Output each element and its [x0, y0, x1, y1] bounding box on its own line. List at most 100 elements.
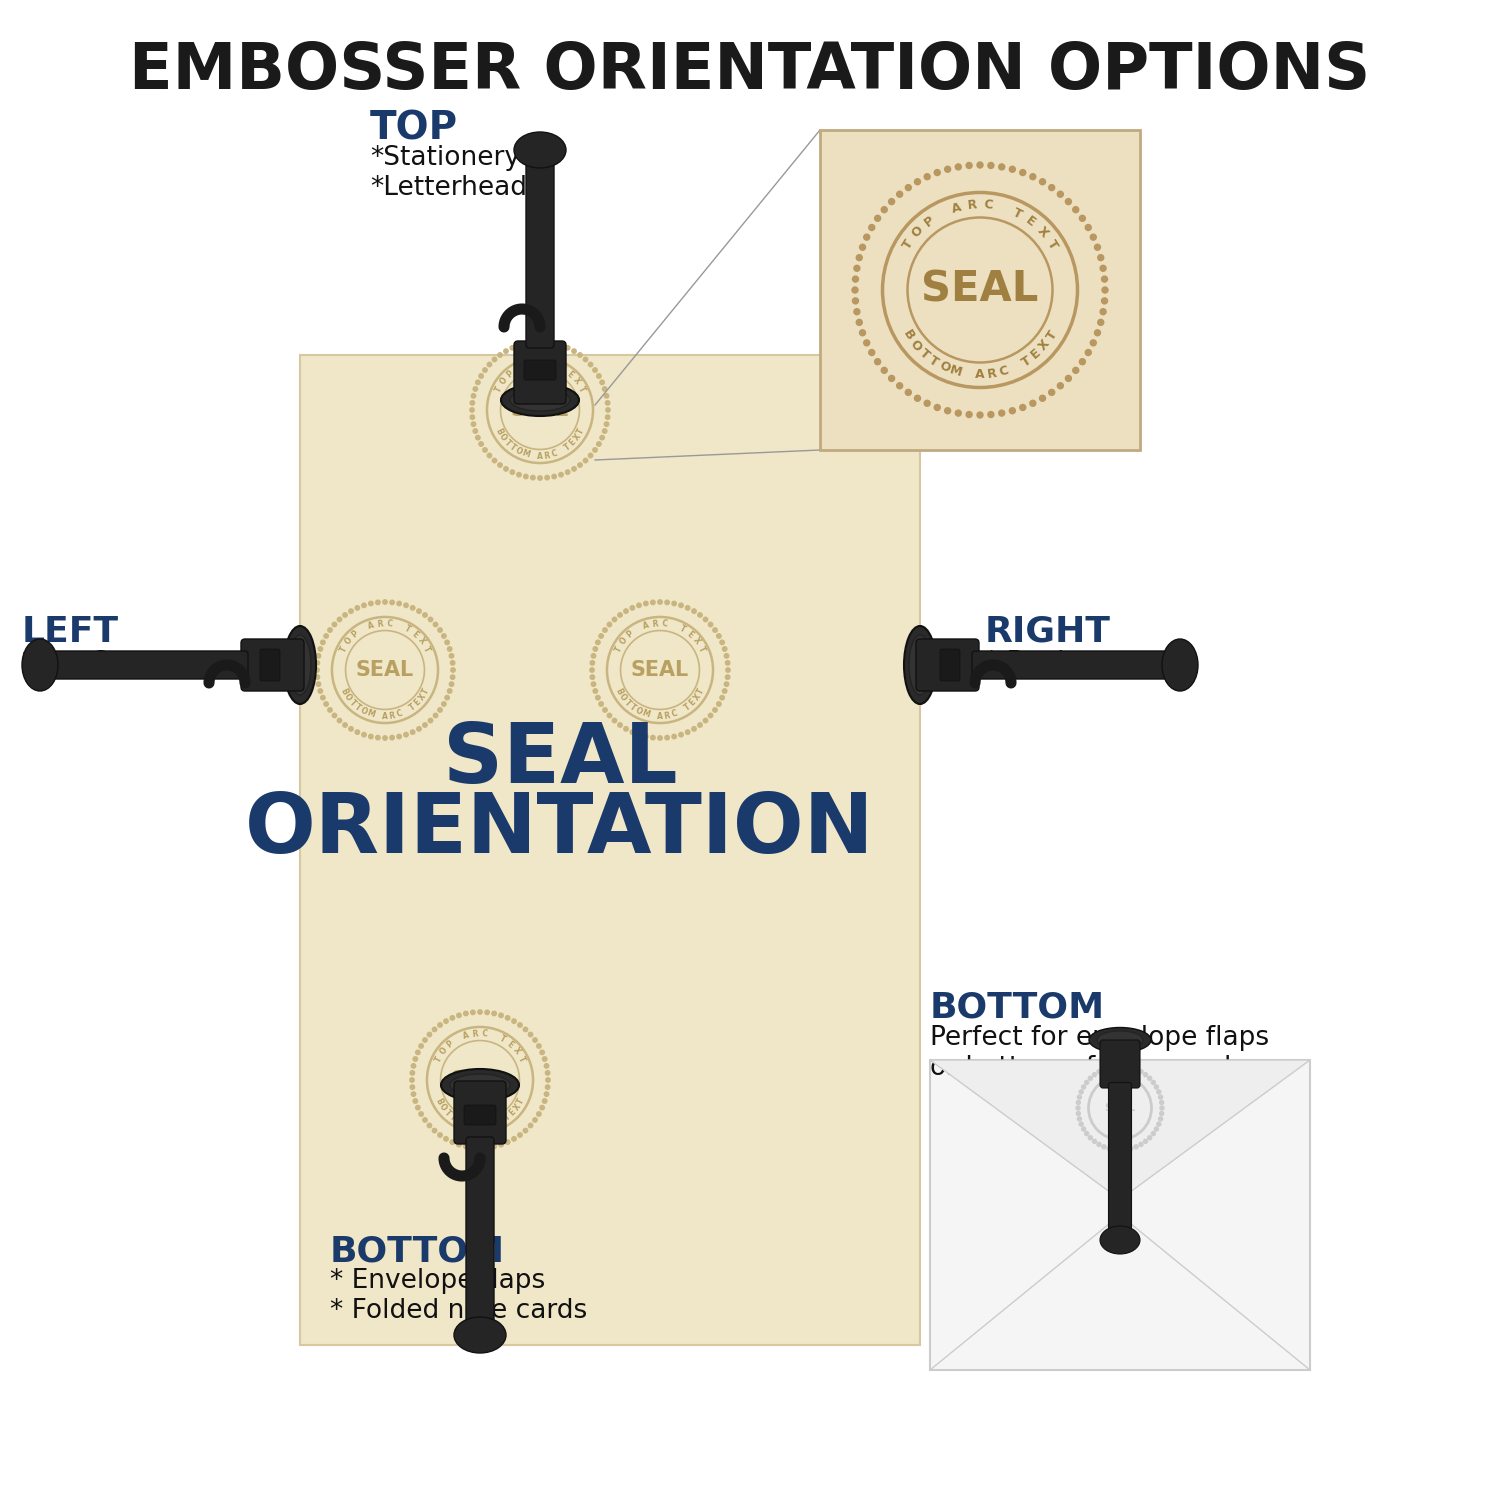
Circle shape: [924, 400, 930, 406]
Circle shape: [852, 286, 858, 292]
Circle shape: [544, 476, 549, 480]
Text: *Letterhead: *Letterhead: [370, 176, 526, 201]
Circle shape: [540, 1106, 544, 1110]
Text: * Folded note cards: * Folded note cards: [330, 1298, 588, 1324]
Circle shape: [720, 640, 724, 645]
Text: X: X: [572, 376, 582, 387]
Text: LEFT: LEFT: [22, 615, 118, 650]
Circle shape: [1048, 184, 1054, 190]
Circle shape: [712, 708, 717, 712]
Circle shape: [333, 622, 336, 627]
Circle shape: [1160, 1101, 1164, 1104]
Circle shape: [724, 654, 729, 658]
Circle shape: [1113, 1065, 1116, 1068]
Circle shape: [1118, 1064, 1122, 1068]
Circle shape: [483, 368, 488, 372]
Text: * Envelope flaps: * Envelope flaps: [330, 1268, 546, 1294]
Circle shape: [1152, 1080, 1155, 1084]
Text: X: X: [572, 432, 584, 442]
Text: O: O: [438, 1046, 450, 1056]
Circle shape: [429, 618, 432, 621]
Circle shape: [427, 1124, 432, 1128]
Circle shape: [450, 654, 453, 658]
Text: SEAL: SEAL: [442, 720, 678, 801]
Circle shape: [318, 646, 322, 651]
Circle shape: [410, 1078, 414, 1082]
Circle shape: [532, 1118, 537, 1122]
Ellipse shape: [450, 1074, 510, 1096]
Circle shape: [382, 736, 387, 740]
Circle shape: [856, 255, 862, 261]
Text: R: R: [376, 620, 384, 628]
Circle shape: [369, 602, 374, 606]
Text: A: A: [522, 360, 531, 370]
Circle shape: [1040, 178, 1046, 184]
Circle shape: [1090, 340, 1096, 346]
Circle shape: [419, 1044, 423, 1048]
Circle shape: [1084, 1131, 1089, 1136]
FancyBboxPatch shape: [53, 651, 248, 680]
Text: T: T: [927, 354, 940, 369]
Text: EMBOSSER ORIENTATION OPTIONS: EMBOSSER ORIENTATION OPTIONS: [129, 40, 1371, 102]
Circle shape: [1082, 1084, 1086, 1089]
Circle shape: [720, 696, 724, 700]
Circle shape: [1100, 309, 1106, 315]
Circle shape: [924, 174, 930, 180]
Text: P: P: [626, 630, 636, 640]
Circle shape: [651, 735, 656, 740]
Text: R: R: [472, 1029, 478, 1039]
Circle shape: [1030, 174, 1036, 180]
Text: T: T: [494, 384, 504, 393]
Circle shape: [618, 723, 622, 728]
Circle shape: [1096, 1070, 1101, 1074]
Circle shape: [476, 435, 480, 439]
Circle shape: [572, 350, 576, 354]
Text: O: O: [616, 692, 628, 702]
Circle shape: [544, 1064, 549, 1068]
Circle shape: [446, 696, 450, 700]
Circle shape: [356, 606, 360, 610]
Circle shape: [411, 606, 416, 610]
Circle shape: [1160, 1112, 1164, 1116]
FancyBboxPatch shape: [524, 360, 556, 380]
Circle shape: [726, 660, 730, 664]
Circle shape: [612, 618, 616, 621]
Circle shape: [438, 1132, 442, 1137]
Circle shape: [1078, 1090, 1083, 1094]
Circle shape: [441, 702, 446, 706]
Circle shape: [638, 603, 640, 608]
Circle shape: [612, 718, 616, 723]
Text: T: T: [696, 645, 706, 654]
Bar: [300, 356, 920, 1346]
Circle shape: [1089, 1136, 1092, 1140]
Circle shape: [624, 726, 628, 730]
Circle shape: [945, 166, 951, 172]
Text: E: E: [686, 630, 694, 640]
Circle shape: [945, 408, 951, 414]
Circle shape: [524, 474, 528, 478]
Circle shape: [597, 442, 602, 446]
Circle shape: [644, 602, 648, 606]
Circle shape: [934, 170, 940, 176]
Text: M: M: [640, 708, 651, 720]
Circle shape: [362, 732, 366, 736]
Text: E: E: [413, 698, 423, 708]
Circle shape: [315, 668, 320, 672]
Circle shape: [476, 380, 480, 384]
Circle shape: [664, 600, 669, 604]
Circle shape: [1080, 216, 1086, 222]
Circle shape: [604, 422, 609, 426]
Circle shape: [1158, 1095, 1162, 1100]
Circle shape: [723, 688, 728, 693]
Circle shape: [588, 363, 592, 366]
Text: P: P: [446, 1040, 456, 1050]
Circle shape: [864, 234, 870, 240]
Circle shape: [726, 668, 730, 672]
Circle shape: [584, 357, 588, 362]
Text: SEAL: SEAL: [921, 268, 1038, 310]
Polygon shape: [930, 1060, 1310, 1200]
Circle shape: [606, 400, 610, 405]
Text: *Not Common: *Not Common: [22, 650, 209, 676]
Circle shape: [375, 600, 380, 604]
Circle shape: [316, 654, 321, 658]
